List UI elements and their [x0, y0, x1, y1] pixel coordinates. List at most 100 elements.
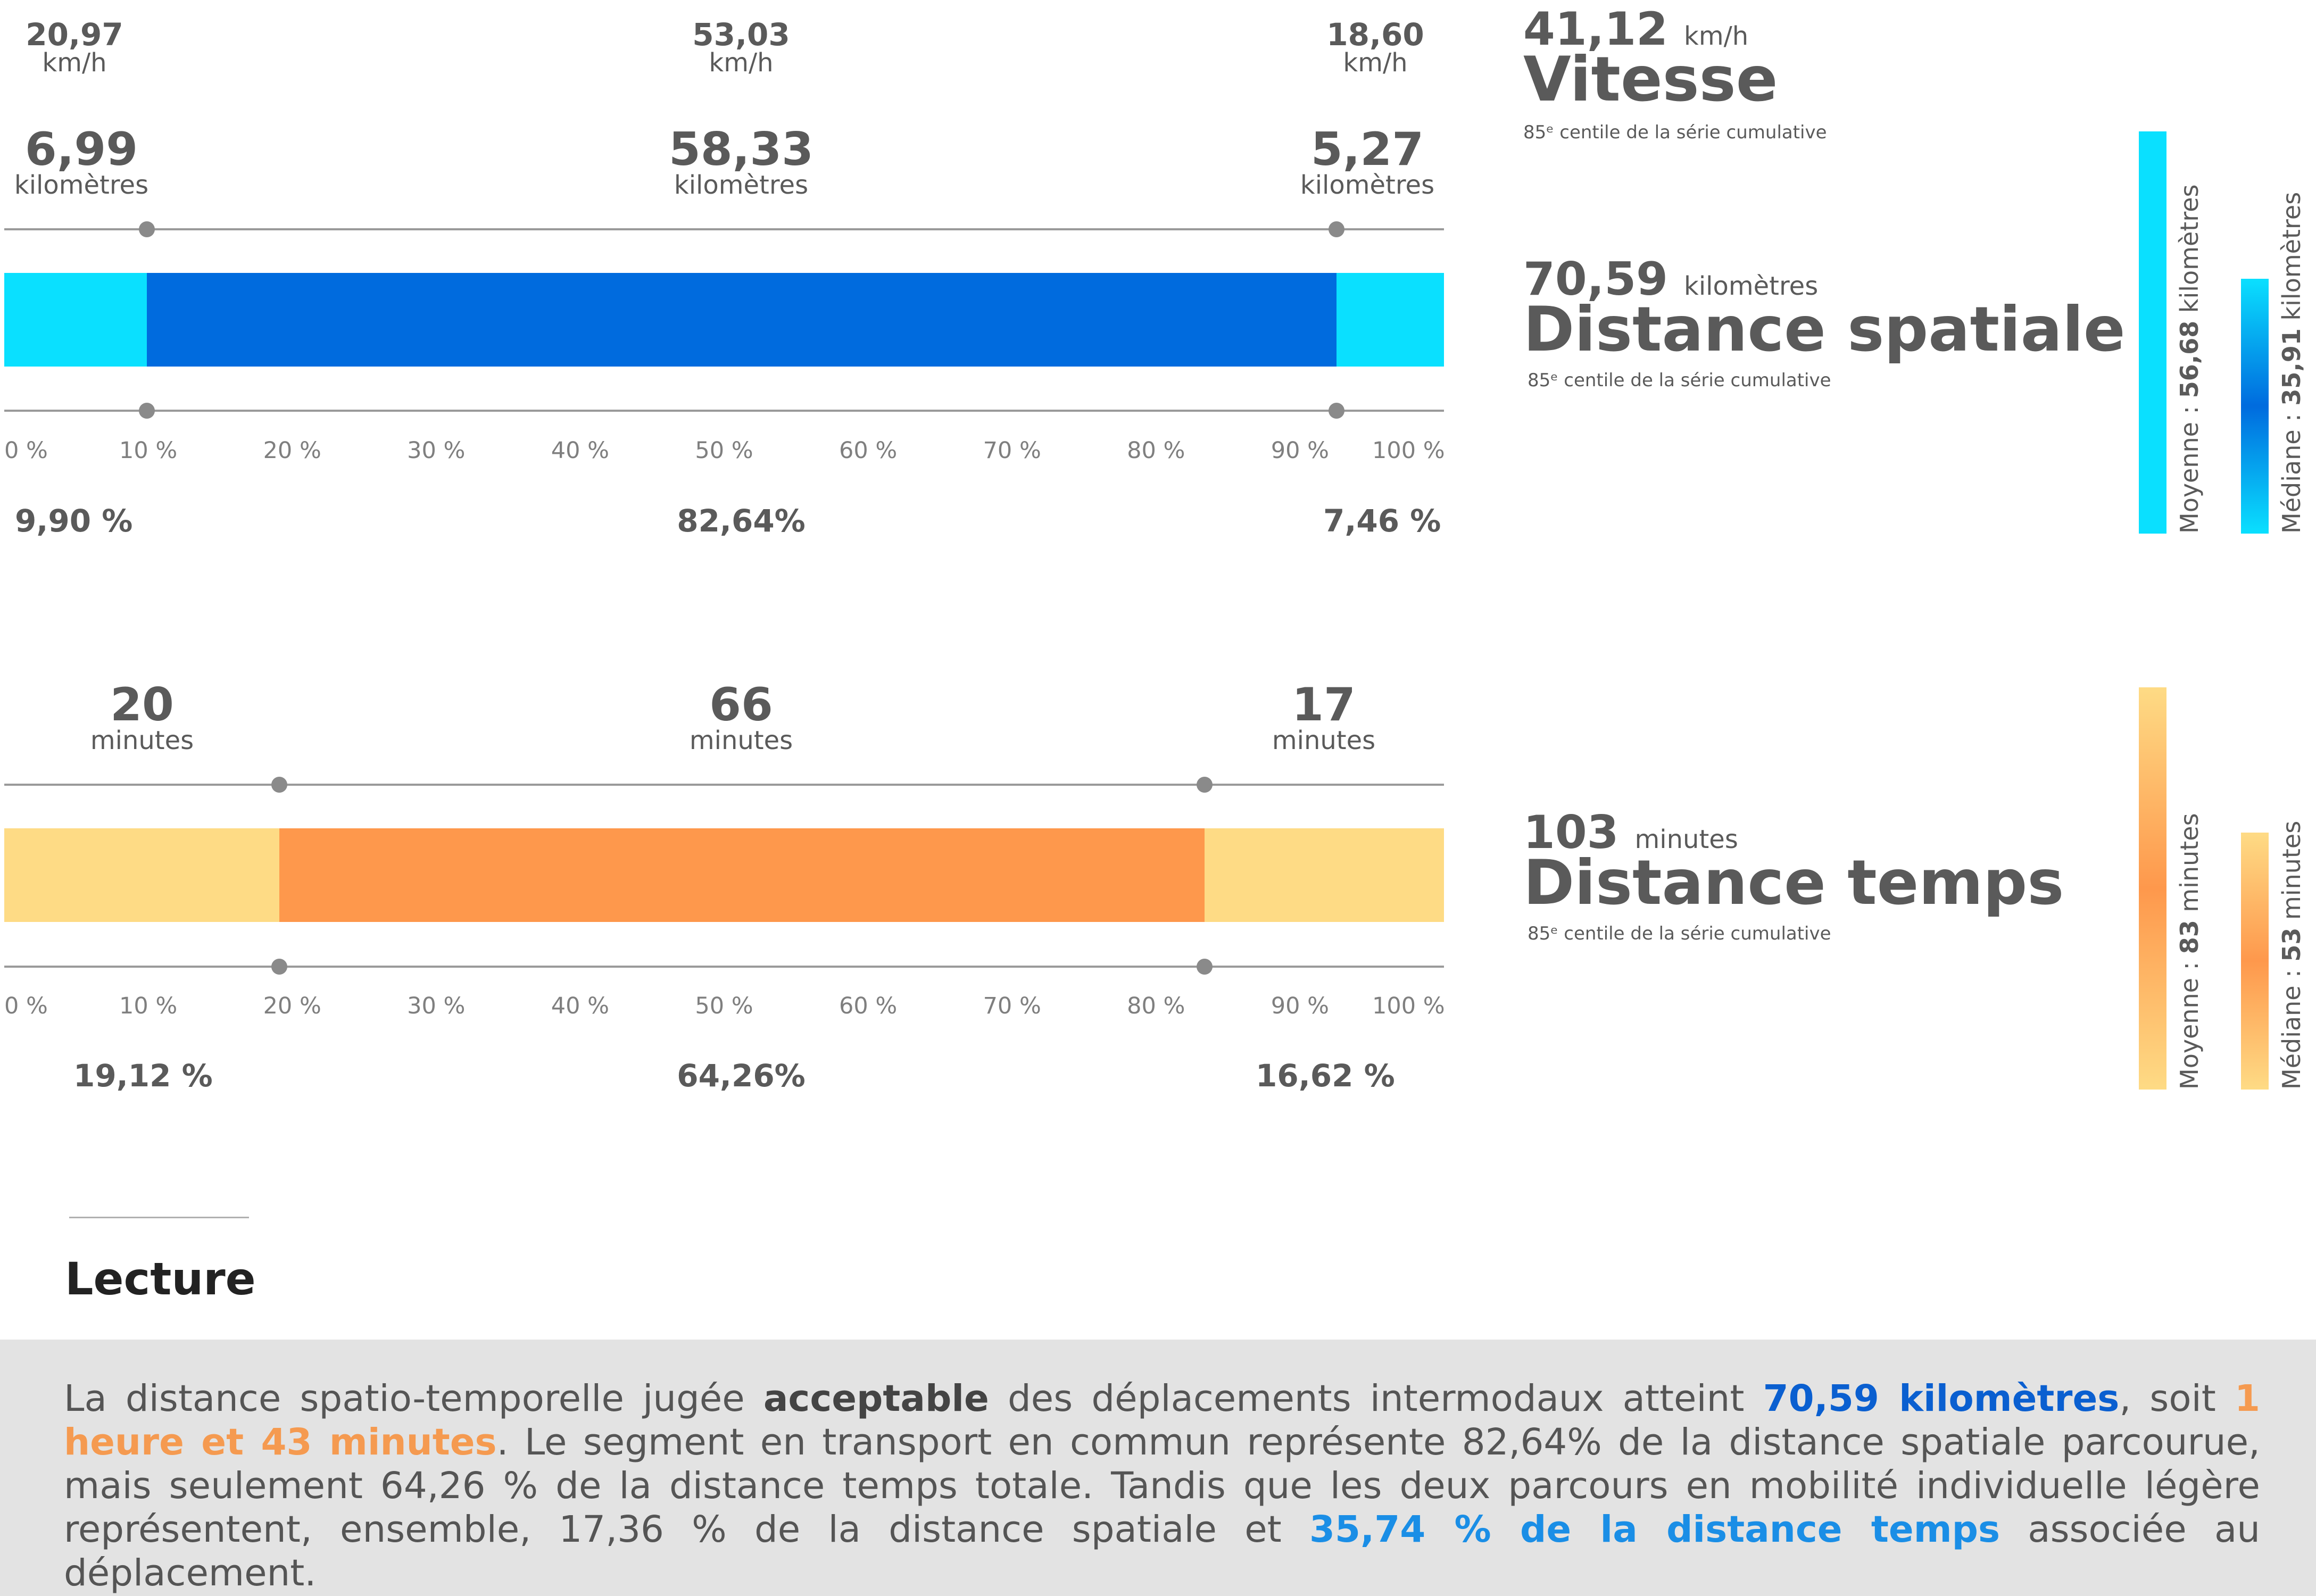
axis-tick-label: 60 % [839, 993, 898, 1019]
kpi-title: Distance spatiale [1523, 294, 2126, 365]
axis-tick-label: 80 % [1127, 993, 1185, 1019]
axis-tick-label: 40 % [551, 437, 610, 464]
time-median-label: Médiane : 53 minutes [2277, 820, 2306, 1090]
axis-tick-label: 60 % [839, 437, 898, 464]
lecture-title: Lecture [65, 1253, 256, 1305]
axis-tick-label: 100 % [1372, 437, 1445, 464]
time-segment-1: 20 minutes [90, 682, 194, 753]
distance-unit: kilomètres [14, 170, 149, 200]
axis-tick-label: 90 % [1271, 993, 1330, 1019]
axis-tick-label: 50 % [695, 993, 753, 1019]
distance-value: 6,99 [24, 123, 138, 176]
axis-tick-label: 0 % [4, 437, 48, 464]
kpi-value: 41,12 [1523, 3, 1668, 56]
duration-highlight: 1 heure et 43 minutes [64, 1377, 2260, 1464]
boundary-marker [1329, 221, 1345, 237]
axis-tick-label: 70 % [983, 993, 1041, 1019]
boundary-marker [1197, 959, 1213, 975]
share-segment-1: 19,12 % [73, 1058, 213, 1094]
distance-value: 5,27 [1310, 123, 1424, 176]
axis-tick-label: 50 % [695, 437, 753, 464]
time-segment-3: 17 minutes [1272, 682, 1375, 753]
distance-median-bar [2241, 279, 2269, 534]
bottom-guide-line [4, 410, 1444, 412]
bar-segment-1 [4, 273, 147, 367]
share-segment-1: 9,90 % [15, 503, 133, 539]
axis-tick-label: 20 % [263, 993, 321, 1019]
distance-value: 58,33 [668, 123, 814, 176]
speed-segment-3: 18,60 km/h [1326, 19, 1424, 76]
time-unit: minutes [1272, 726, 1376, 755]
kpi-distance: 70,59 kilomètres Distance spatiale 85ᵉ ce… [1523, 256, 2126, 389]
time-median-bar [2241, 833, 2269, 1090]
axis-tick-label: 80 % [1127, 437, 1185, 464]
lecture-text: La distance spatio-temporelle jugée acce… [64, 1377, 2260, 1594]
axis-tick-label: 70 % [983, 437, 1041, 464]
share-segment-2: 64,26% [677, 1058, 806, 1094]
kpi-time: 103 minutes Distance temps 85ᵉ centile de… [1523, 810, 2064, 943]
time-unit: minutes [689, 726, 793, 755]
share-segment-3: 7,46 % [1323, 503, 1441, 539]
bar-segment-3 [1205, 828, 1444, 922]
share-segment-3: 16,62 % [1256, 1058, 1395, 1094]
time-value: 20 [110, 678, 174, 732]
speed-unit: km/h [709, 48, 774, 78]
bar-segment-3 [1337, 273, 1444, 367]
kpi-note: 85ᵉ centile de la série cumulative [1523, 122, 1827, 143]
boundary-marker [271, 959, 288, 975]
distance-unit: kilomètres [1300, 170, 1435, 200]
top-guide-line [4, 228, 1444, 230]
distance-segment-1: 6,99 kilomètres [14, 127, 148, 198]
kpi-value: 70,59 [1523, 253, 1668, 306]
axis-tick-label: 90 % [1271, 437, 1330, 464]
kpi-note: 85ᵉ centile de la série cumulative [1528, 923, 1831, 944]
time-mean-label: Moyenne : 83 minutes [2175, 813, 2204, 1090]
boundary-marker [1329, 403, 1345, 419]
distance-mean-label: Moyenne : 56,68 kilomètres [2175, 184, 2204, 534]
axis-tick-label: 40 % [551, 993, 610, 1019]
speed-segment-2: 53,03 km/h [692, 19, 790, 76]
time-value: 66 [709, 678, 773, 732]
speed-segment-1: 20,97 km/h [26, 19, 123, 76]
axis-tick-label: 30 % [407, 437, 466, 464]
spatial-stacked-bar [4, 273, 1444, 367]
km-highlight: 70,59 kilomètres [1763, 1377, 2120, 1420]
time-segment-2: 66 minutes [690, 682, 793, 753]
share-segment-2: 82,64% [677, 503, 806, 539]
speed-value: 53,03 [692, 16, 790, 53]
boundary-marker [138, 221, 155, 237]
time-stacked-bar [4, 828, 1444, 922]
speed-unit: km/h [42, 48, 107, 78]
axis-tick-label: 10 % [119, 437, 178, 464]
kpi-title: Distance temps [1523, 847, 2064, 919]
time-share-highlight: 35,74 % de la distance temps [1309, 1508, 2000, 1551]
lecture-divider [69, 1217, 249, 1218]
acceptable-highlight: acceptable [763, 1377, 989, 1420]
kpi-note: 85ᵉ centile de la série cumulative [1528, 370, 1831, 391]
kpi-value: 103 [1523, 806, 1619, 859]
axis-tick-label: 10 % [119, 993, 178, 1019]
axis-tick-label: 100 % [1372, 993, 1445, 1019]
kpi-speed: 41,12 km/h Vitesse 85ᵉ centile de la séri… [1523, 6, 1827, 142]
axis-tick-label: 0 % [4, 993, 48, 1019]
speed-value: 18,60 [1326, 16, 1424, 53]
speed-unit: km/h [1343, 48, 1408, 78]
bar-segment-1 [4, 828, 280, 922]
time-unit: minutes [90, 726, 194, 755]
kpi-unit: kilomètres [1684, 271, 1819, 301]
lecture-box [0, 1340, 2316, 1596]
bottom-guide-line [4, 966, 1444, 968]
bar-segment-2 [279, 828, 1205, 922]
boundary-marker [271, 777, 288, 793]
time-value: 17 [1292, 678, 1356, 732]
axis-tick-label: 30 % [407, 993, 466, 1019]
time-mean-bar [2139, 687, 2166, 1090]
distance-unit: kilomètres [674, 170, 809, 200]
boundary-marker [1197, 777, 1213, 793]
boundary-marker [138, 403, 155, 419]
kpi-title: Vitesse [1523, 44, 1778, 115]
distance-mean-bar [2139, 131, 2166, 534]
kpi-unit: minutes [1634, 825, 1738, 854]
distance-segment-2: 58,33 kilomètres [669, 127, 813, 198]
distance-segment-3: 5,27 kilomètres [1300, 127, 1434, 198]
